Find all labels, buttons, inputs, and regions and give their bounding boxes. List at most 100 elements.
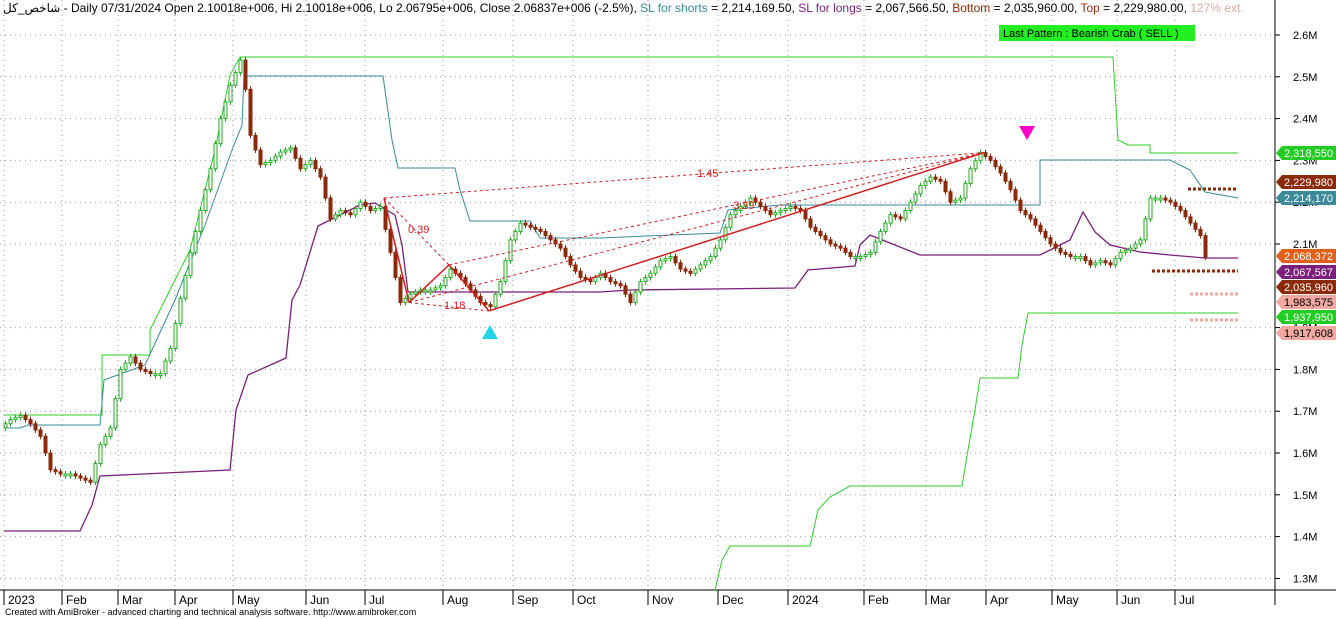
price-label-text: 2,318,550 <box>1284 148 1333 160</box>
candle-down <box>538 228 543 232</box>
candle-up <box>353 207 358 216</box>
price-label-text: 2,035,960 <box>1284 282 1333 294</box>
candle-up <box>178 297 183 324</box>
candle-down <box>983 152 988 158</box>
candle-down <box>1173 201 1178 207</box>
candle-up <box>633 291 638 304</box>
candle-up <box>913 193 918 203</box>
candles <box>3 57 1208 486</box>
candle-down <box>23 414 28 421</box>
candle-up <box>738 205 743 212</box>
candle-up <box>648 272 653 278</box>
candle-up <box>223 101 228 120</box>
header-period: Daily 07/31/2024 <box>71 1 162 15</box>
candle-down <box>38 429 43 437</box>
candle-down <box>948 191 953 203</box>
harmonic-leg <box>448 264 490 312</box>
candle-up <box>1158 197 1163 201</box>
candle-down <box>48 452 53 471</box>
candle-up <box>1118 251 1123 260</box>
candle-up <box>358 201 363 209</box>
candle-down <box>1008 180 1013 191</box>
candle-down <box>943 180 948 193</box>
price-label-box <box>1276 265 1336 279</box>
y-tick-label: 1.6M <box>1293 448 1317 460</box>
ratio-label-2: 0.39 <box>408 224 429 236</box>
candle-down <box>1018 199 1023 212</box>
candle-up <box>98 444 103 464</box>
grid <box>0 0 1275 590</box>
x-tick-label: Dec <box>722 593 743 607</box>
candle-up <box>973 160 978 170</box>
candle-up <box>908 201 913 212</box>
candle-up <box>743 201 748 207</box>
candle-up <box>103 435 108 446</box>
candle-up <box>1123 249 1128 253</box>
candle-down <box>83 477 88 481</box>
candle-up <box>708 256 713 262</box>
candle-down <box>1178 205 1183 212</box>
candle-down <box>1063 251 1068 255</box>
candle-up <box>123 362 128 370</box>
sell-arrow-icon <box>1019 126 1035 140</box>
candle-down <box>1053 243 1058 249</box>
y-tick-label: 1.8M <box>1293 364 1317 376</box>
x-tick-label: Jul <box>369 593 384 607</box>
price-label-text: 2,068,372 <box>1284 251 1333 263</box>
candle-up <box>1128 247 1133 251</box>
candle-down <box>988 156 993 161</box>
y-tick-label: 2.1M <box>1293 239 1317 251</box>
candle-down <box>323 176 328 199</box>
price-label-text: 1,937,950 <box>1284 312 1333 324</box>
candle-up <box>273 155 278 161</box>
x-tick-label: Nov <box>652 593 673 607</box>
candle-down <box>1103 260 1108 264</box>
candle-up <box>923 180 928 186</box>
candle-up <box>168 348 173 362</box>
candle-up <box>978 152 983 162</box>
candle-down <box>893 214 898 218</box>
harmonic-ratio-line <box>408 302 490 312</box>
candle-up <box>288 147 293 151</box>
candle-down <box>563 247 568 258</box>
candle-up <box>853 256 858 260</box>
candle-down <box>768 210 773 216</box>
candle-up <box>443 276 448 287</box>
candle-up <box>1078 256 1083 260</box>
price-label-text: 2,067,567 <box>1284 267 1333 279</box>
candle-down <box>1203 235 1208 258</box>
ratio-label-1: 1.45 <box>697 168 718 180</box>
candle-up <box>338 210 343 216</box>
candle-up <box>1153 197 1158 201</box>
candle-down <box>393 251 398 278</box>
x-tick-label: 2023 <box>8 593 35 607</box>
header-ext-label: 127% ext. <box>1190 1 1244 15</box>
candle-down <box>343 210 348 214</box>
candle-down <box>73 473 78 477</box>
candle-down <box>803 210 808 220</box>
candle-down <box>618 283 623 287</box>
candle-up <box>693 268 698 274</box>
candle-down <box>1028 214 1033 220</box>
candle-down <box>1013 189 1018 201</box>
pattern-box <box>999 25 1195 41</box>
candle-down <box>1043 230 1048 239</box>
candle-up <box>198 210 203 232</box>
candle-down <box>88 479 93 483</box>
candle-up <box>728 214 733 228</box>
header-bar: شاخص_كل - Daily 07/31/2024 Open 2.10018e… <box>3 1 1244 15</box>
candle-down <box>808 218 813 228</box>
candle-up <box>163 360 168 375</box>
candle-down <box>533 226 538 230</box>
candle-up <box>873 241 878 253</box>
y-tick-label: 1.3M <box>1293 573 1317 585</box>
candle-up <box>213 143 218 170</box>
candle-up <box>918 184 923 195</box>
candle-up <box>638 281 643 293</box>
candle-up <box>963 182 968 199</box>
y-tick-label: 2.4M <box>1293 114 1317 126</box>
candle-down <box>1163 197 1168 201</box>
candle-up <box>308 159 313 166</box>
price-label-text: 1,983,575 <box>1284 297 1333 309</box>
